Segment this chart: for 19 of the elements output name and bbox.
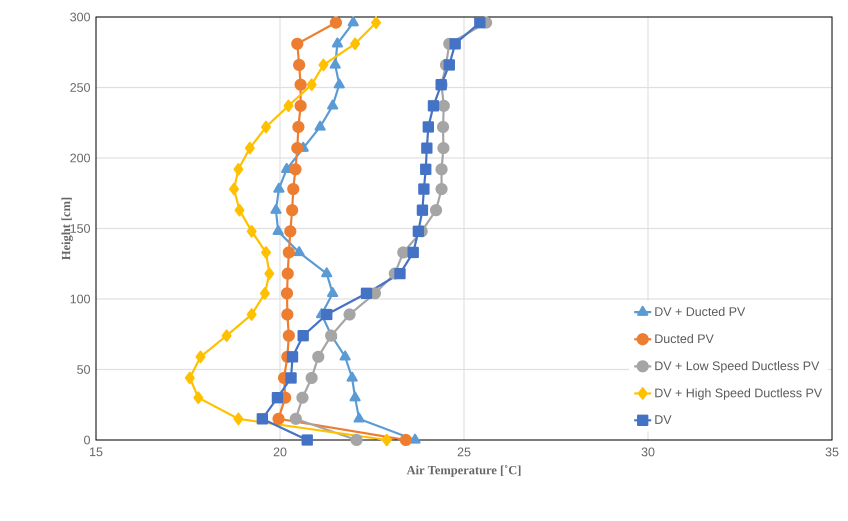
y-tick-label: 300	[70, 12, 90, 22]
y-tick-label: 200	[70, 154, 90, 162]
legend-label: DV + Low Speed Ductless PV	[655, 361, 820, 373]
y-tick-label: 0	[84, 436, 90, 444]
x-tick-label: 25	[458, 448, 470, 456]
legend-label: DV	[655, 415, 672, 424]
legend-label: Ducted PV	[655, 334, 714, 344]
x-tick-label: 20	[274, 448, 286, 456]
x-axis-title: Air Temperature [˚C]	[406, 465, 520, 477]
y-tick-label: 100	[70, 294, 90, 304]
x-tick-label: 30	[642, 448, 654, 456]
y-axis-title: Height [cm]	[61, 198, 73, 260]
x-tick-label: 15	[90, 448, 102, 456]
x-tick-label: 35	[826, 448, 838, 456]
legend-label: DV + High Speed Ductless PV	[655, 388, 822, 400]
y-tick-label: 150	[70, 224, 90, 233]
y-tick-label: 250	[70, 83, 90, 92]
legend-label: DV + Ducted PV	[655, 306, 746, 316]
y-tick-label: 50	[77, 365, 90, 374]
